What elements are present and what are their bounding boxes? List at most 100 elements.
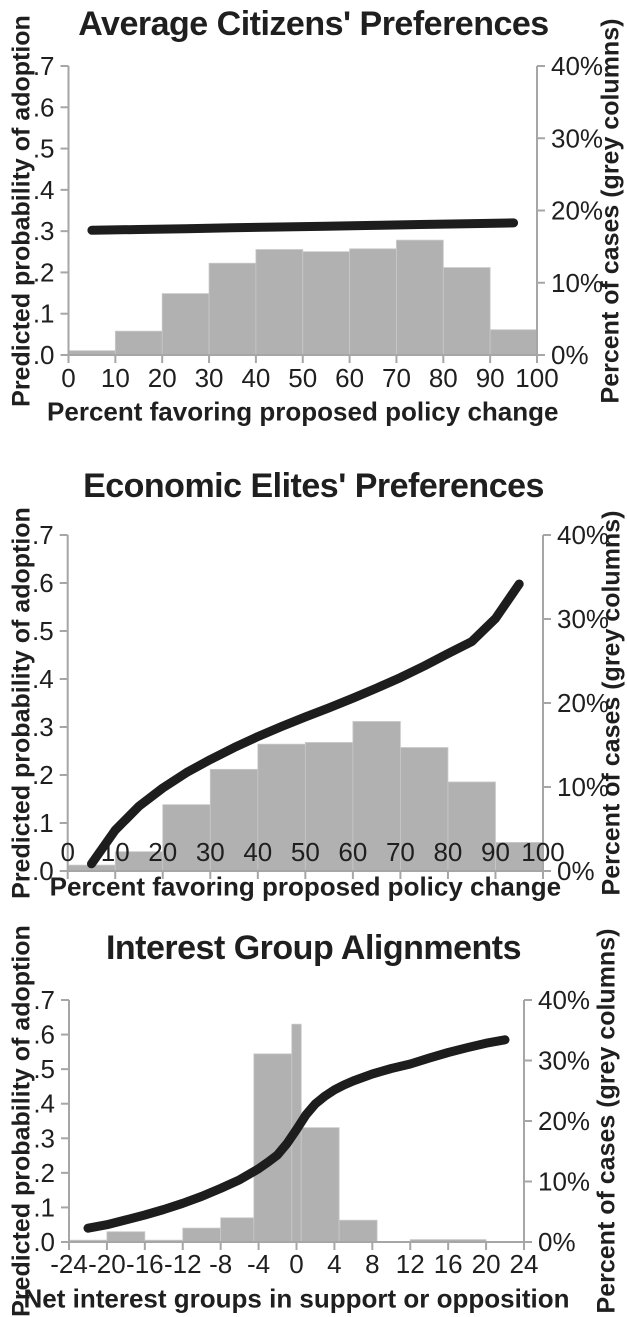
plot-canvas-interest-groups: .0.1.2.3.4.5.6.70%10%20%30%40%-24 -20 -16-… <box>33 985 590 1279</box>
y-right-tick-label: 10% <box>538 1167 590 1197</box>
x-tick-label: 100 <box>521 837 564 867</box>
x-tick-label: -12 <box>164 1249 202 1279</box>
x-axis-title: Net interest groups in support or opposi… <box>23 1283 570 1314</box>
y-left-tick-label: .2 <box>33 1158 55 1188</box>
x-tick-label: 20 <box>472 1249 501 1279</box>
tick-labels: .0.1.2.3.4.5.6.70%10%20%30%40%0 10 20 30 40 5… <box>32 520 609 886</box>
bar <box>352 721 401 872</box>
chart-interest-group-alignments: Interest Group Alignments Predicted prob… <box>0 915 627 1317</box>
histogram-bars <box>67 721 544 872</box>
y-right-tick-label: 30% <box>551 123 603 153</box>
predicted-probability-line <box>87 579 524 869</box>
y-left-tick-label: .0 <box>32 856 54 886</box>
x-tick-label: -4 <box>247 1249 270 1279</box>
bar <box>447 781 496 872</box>
bar <box>400 747 449 872</box>
y-left-tick-label: .0 <box>33 340 55 370</box>
y-left-tick-label: .3 <box>33 216 55 246</box>
y-left-tick-label: .5 <box>33 134 55 164</box>
y-right-tick-label: 30% <box>538 1046 590 1076</box>
y-left-tick-label: .6 <box>33 1020 55 1050</box>
y-left-tick-label: .5 <box>32 616 54 646</box>
bar <box>106 1231 146 1243</box>
chart-title: Economic Elites' Preferences <box>83 467 544 505</box>
bar <box>489 329 538 356</box>
x-tick-label: 0 <box>61 363 75 393</box>
x-tick-label: 50 <box>291 837 320 867</box>
y-left-tick-label: .4 <box>33 1089 55 1119</box>
x-tick-label: 12 <box>396 1249 425 1279</box>
x-tick-label: 40 <box>241 363 270 393</box>
x-axis-title: Percent favoring proposed policy change <box>47 396 559 427</box>
x-tick-label: -8 <box>209 1249 232 1279</box>
x-tick-label: 50 <box>288 363 317 393</box>
y-right-tick-label: 0% <box>538 1227 576 1257</box>
y-right-tick-label: 10% <box>557 772 609 802</box>
bar <box>349 248 397 356</box>
y-left-tick-label: .7 <box>32 520 54 550</box>
predicted-probability-line <box>87 218 519 235</box>
y-left-tick-label: .2 <box>33 257 55 287</box>
predicted-probability-line <box>83 1035 510 1233</box>
bar <box>300 1127 340 1243</box>
x-tick-label: 60 <box>335 363 364 393</box>
bar <box>495 842 544 872</box>
axes <box>59 534 551 879</box>
x-tick-label: 70 <box>382 363 411 393</box>
x-tick-label: 8 <box>365 1249 379 1279</box>
y-left-tick-label: .7 <box>33 51 55 81</box>
tick-labels: .0.1.2.3.4.5.6.70%10%20%30%40%-24 -20 -16-… <box>33 985 590 1279</box>
x-tick-label: 30 <box>196 837 225 867</box>
x-tick-label: 20 <box>148 837 177 867</box>
y-right-tick-label: 40% <box>551 51 603 81</box>
y-left-tick-label: .6 <box>33 92 55 122</box>
chart-title: Average Citizens' Preferences <box>78 5 549 43</box>
plot-canvas-economic-elites: .0.1.2.3.4.5.6.70%10%20%30%40%0 10 20 30 40 5… <box>32 520 609 886</box>
axes <box>61 999 532 1250</box>
y-left-tick-label: .4 <box>32 664 54 694</box>
y-left-tick-label: .4 <box>33 175 55 205</box>
x-tick-label: 80 <box>433 837 462 867</box>
tick-labels: .0 .1 .2 .3 .4 .5 .6 .7 0% 10% 20% 30% 40% 0 10 20 30 40 5… <box>33 51 603 393</box>
x-tick-label: 90 <box>476 363 505 393</box>
axes <box>60 65 545 363</box>
x-tick-label: 40 <box>243 837 272 867</box>
y-left-tick-label: .3 <box>33 1123 55 1153</box>
x-tick-label: -24 <box>50 1249 88 1279</box>
y-left-tick-label: .1 <box>32 808 54 838</box>
bar <box>114 330 163 356</box>
x-tick-label: 16 <box>434 1249 463 1279</box>
chart-average-citizens-preferences: Average Citizens' Preferences Predicted … <box>0 0 627 440</box>
y-right-tick-label: 0% <box>551 340 589 370</box>
y-right-tick-label: 20% <box>557 688 609 718</box>
y-left-tick-label: .2 <box>32 760 54 790</box>
bar <box>338 1219 378 1243</box>
y-right-tick-label: 20% <box>551 196 603 226</box>
x-tick-label: 80 <box>429 363 458 393</box>
bar <box>208 262 257 356</box>
y-right-tick-label: 40% <box>538 985 590 1015</box>
x-tick-label: 24 <box>510 1249 539 1279</box>
bar <box>255 249 304 356</box>
y-left-tick-label: .1 <box>33 1192 55 1222</box>
y-right-tick-label: 20% <box>538 1106 590 1136</box>
y-right-tick-label: 10% <box>551 268 603 298</box>
y-left-tick-label: .0 <box>33 1227 55 1257</box>
y-left-tick-label: .1 <box>33 299 55 329</box>
x-tick-label: 90 <box>481 837 510 867</box>
bar <box>396 239 444 356</box>
x-tick-label: 20 <box>148 363 177 393</box>
chart-title: Interest Group Alignments <box>105 929 522 967</box>
bar <box>302 251 350 356</box>
x-tick-label: 0 <box>60 837 74 867</box>
x-tick-label: 10 <box>101 363 130 393</box>
chart-economic-elites-preferences: Economic Elites' Preferences Predicted p… <box>0 440 627 915</box>
x-tick-label: 100 <box>515 363 558 393</box>
x-tick-label: -16 <box>126 1249 164 1279</box>
x-tick-label: 30 <box>195 363 224 393</box>
x-tick-label: 70 <box>386 837 415 867</box>
x-tick-label: -20 <box>88 1249 126 1279</box>
x-tick-label: 60 <box>338 837 367 867</box>
y-right-tick-label: 40% <box>557 520 609 550</box>
